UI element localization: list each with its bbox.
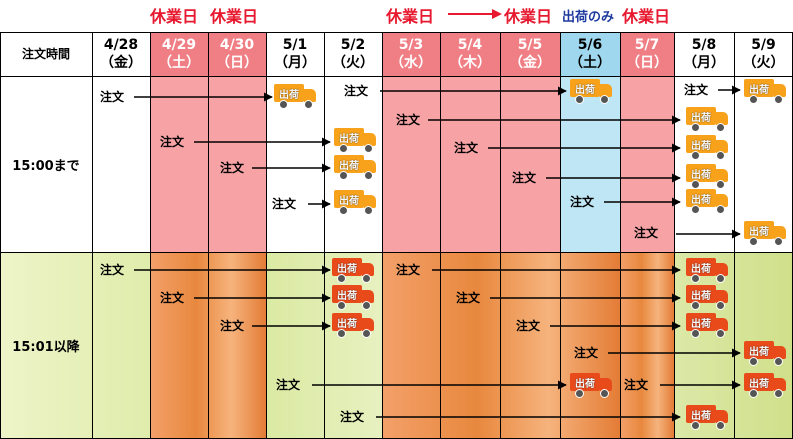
shipping-truck-icon: 出荷 (744, 79, 788, 104)
date-col-1: 4/29 （土） (158, 37, 200, 71)
order-label: 注文 (160, 135, 185, 149)
date-col-8: 5/6 （土） (569, 37, 611, 71)
shipping-truck-icon: 出荷 (334, 155, 378, 180)
order-label: 注文 (272, 197, 297, 211)
order-label: 注文 (100, 263, 125, 277)
date-col-11: 5/9 （火） (742, 37, 785, 71)
shipping-truck-icon: 出荷 (332, 285, 376, 310)
date-col-10: 5/8 （月） (683, 37, 725, 71)
shipping-truck-icon: 出荷 (686, 405, 730, 430)
order-label: 注文 (624, 378, 649, 392)
order-label: 注文 (512, 171, 537, 185)
date-col-5: 5/3 （水） (390, 37, 432, 71)
after-holiday-3 (620, 252, 674, 439)
time-header: 注文時間 (21, 47, 70, 61)
holiday-label-4: 休業日 (504, 7, 553, 26)
shipping-truck-icon: 出荷 (686, 285, 730, 310)
order-label: 注文 (516, 319, 541, 333)
shipping-truck-icon: 出荷 (274, 84, 318, 109)
order-label: 注文 (396, 113, 421, 127)
shipping-truck-icon: 出荷 (686, 135, 730, 160)
shipping-truck-icon: 出荷 (334, 128, 378, 153)
shipping-truck-icon: 出荷 (686, 164, 730, 189)
order-label: 注文 (276, 378, 301, 392)
holiday-label-3: 休業日 (386, 7, 435, 26)
order-label: 注文 (160, 291, 185, 305)
shipping-truck-icon: 出荷 (570, 79, 614, 104)
row-label-until: 15:00まで (12, 158, 80, 174)
date-col-9: 5/7 （日） (626, 37, 668, 71)
order-label: 注文 (684, 83, 709, 97)
order-label: 注文 (220, 319, 245, 333)
date-col-2: 4/30 （日） (216, 37, 258, 71)
order-label: 注文 (344, 84, 369, 98)
shipping-truck-icon: 出荷 (686, 107, 730, 132)
shipping-only-label: 出荷のみ (562, 10, 615, 25)
shipping-truck-icon: 出荷 (686, 313, 730, 338)
order-label: 注文 (340, 410, 365, 424)
shipping-truck-icon: 出荷 (334, 190, 378, 215)
order-label: 注文 (574, 346, 599, 360)
shipping-truck-icon: 出荷 (332, 313, 376, 338)
row-label-after: 15:01以降 (12, 340, 80, 355)
shipping-truck-icon: 出荷 (744, 221, 788, 246)
holiday-label-1: 休業日 (150, 7, 199, 26)
order-label: 注文 (634, 226, 659, 240)
holiday-label-5: 休業日 (622, 7, 671, 26)
shipping-truck-icon: 出荷 (686, 258, 730, 283)
shipping-truck-icon: 出荷 (570, 373, 614, 398)
shipping-truck-icon: 出荷 (332, 258, 376, 283)
order-label: 注文 (454, 141, 479, 155)
order-arrows (134, 85, 741, 422)
shipping-truck-icon: 出荷 (744, 373, 788, 398)
shipping-truck-icon: 出荷 (686, 189, 730, 214)
date-col-6: 5/4 （木） (449, 37, 491, 71)
order-label: 注文 (220, 161, 245, 175)
order-label: 注文 (100, 90, 125, 104)
date-col-7: 5/5 （金） (509, 37, 551, 71)
holiday-label-2: 休業日 (210, 7, 259, 26)
date-col-0: 4/28 （金） (100, 37, 142, 71)
shipping-truck-icon: 出荷 (744, 341, 788, 366)
order-label: 注文 (396, 263, 421, 277)
date-col-3: 5/1 （月） (274, 37, 316, 71)
order-label: 注文 (570, 195, 595, 209)
date-col-4: 5/2 （火） (332, 37, 374, 71)
order-label: 注文 (456, 291, 481, 305)
